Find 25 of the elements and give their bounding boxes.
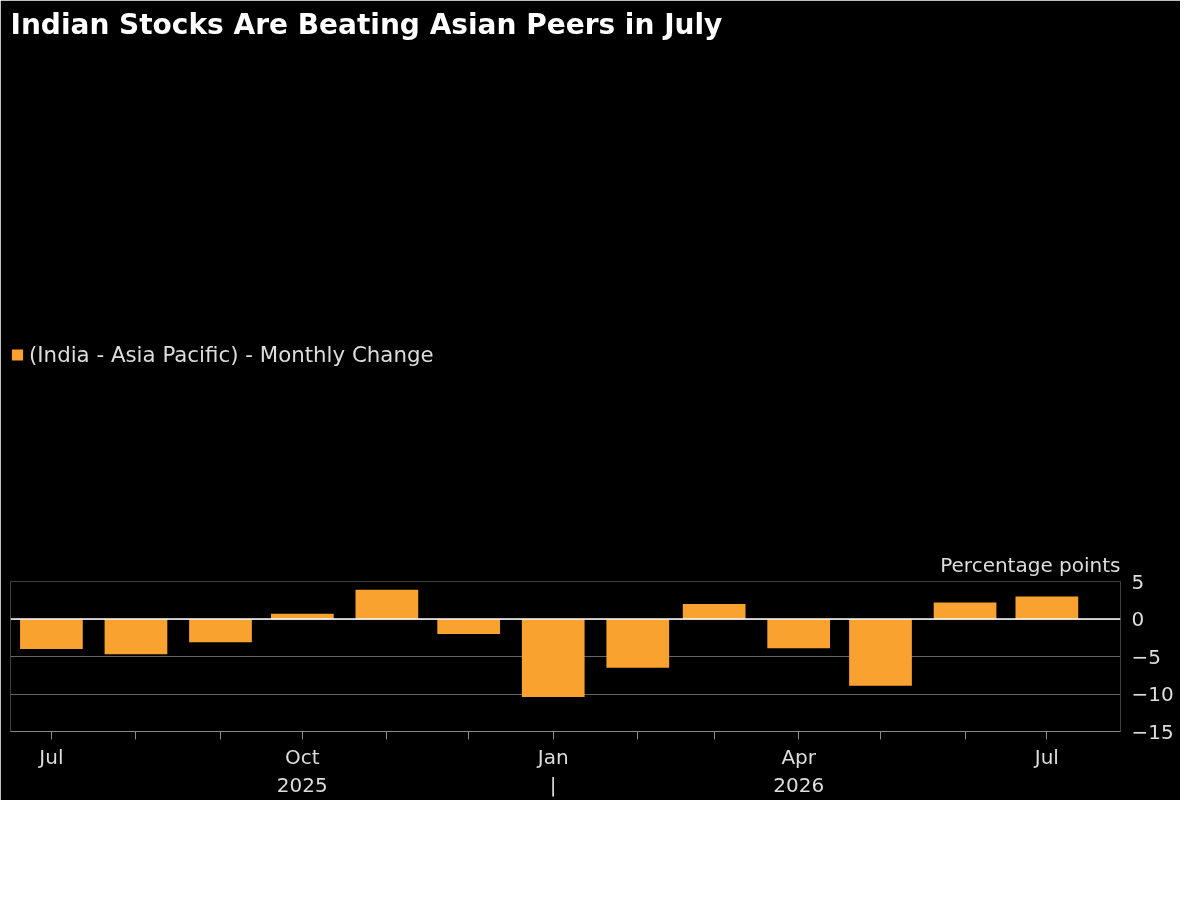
bar xyxy=(933,602,997,619)
y-tick-label: 5 xyxy=(1131,569,1145,594)
y-axis-title: Percentage points xyxy=(940,552,1121,577)
y-tick-label: −5 xyxy=(1131,644,1161,669)
y-tick-label: 0 xyxy=(1131,607,1145,631)
bar xyxy=(189,619,252,643)
x-tick-label: Oct 2025 xyxy=(276,744,328,798)
y-tick-label: −10 xyxy=(1131,682,1174,706)
legend-label: (India - Asia Pacific) - Monthly Change xyxy=(29,341,434,367)
bar xyxy=(355,589,419,619)
x-tick-label: Apr 2026 xyxy=(773,744,825,798)
x-tick-label: Jan | xyxy=(535,744,569,798)
y-tick-label: −15 xyxy=(1131,719,1174,744)
bar xyxy=(767,619,831,649)
bar xyxy=(1015,596,1079,619)
x-tick-label: Jul xyxy=(1032,744,1059,769)
bar xyxy=(20,619,83,649)
bar xyxy=(437,619,501,634)
x-tick-label: Jul xyxy=(37,744,64,769)
bar xyxy=(606,619,670,668)
bar xyxy=(104,619,168,655)
chart-title: Indian Stocks Are Beating Asian Peers in July xyxy=(10,7,723,41)
bar xyxy=(849,619,912,686)
bar xyxy=(521,619,585,697)
bar xyxy=(682,604,746,619)
